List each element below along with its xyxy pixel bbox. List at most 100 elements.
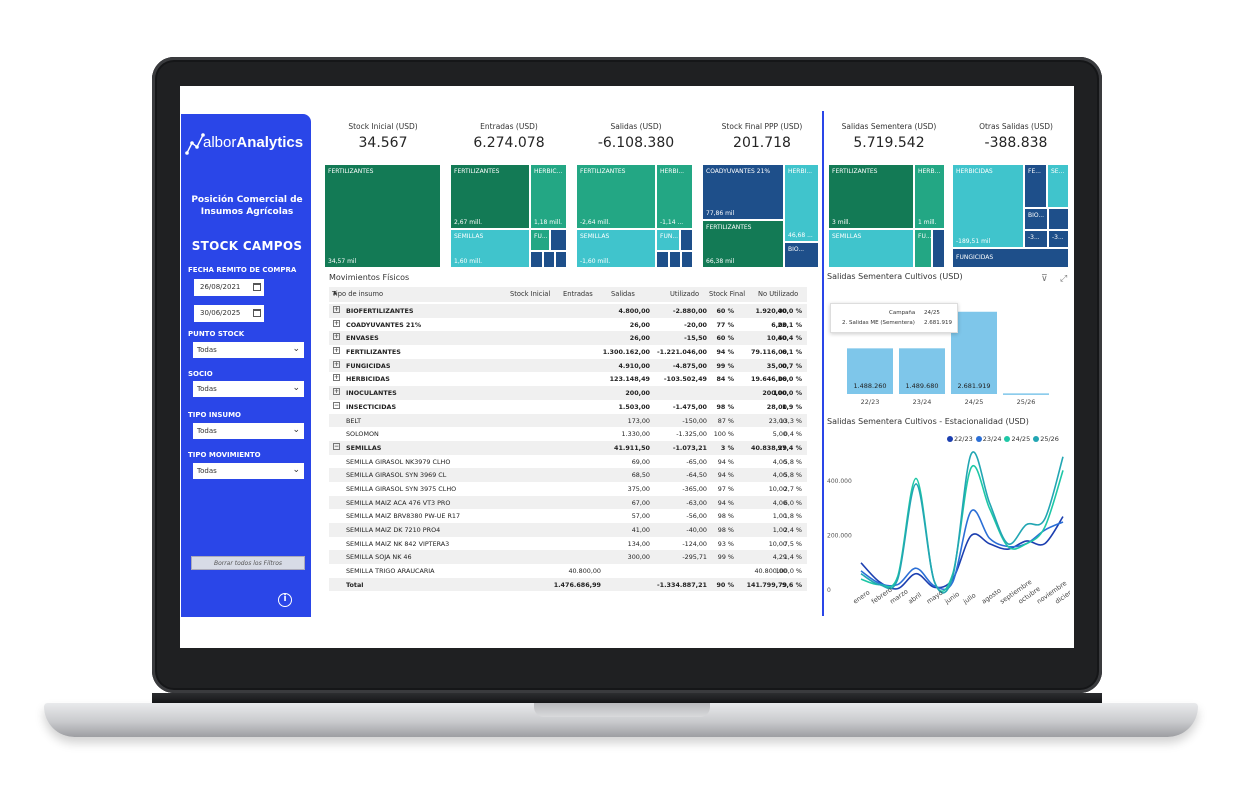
column-header[interactable]: Entradas xyxy=(563,290,593,298)
sort-ascending-icon[interactable]: ▲ xyxy=(333,290,337,296)
treemap-tile[interactable]: FERTILIZANTES -2,64 mill. xyxy=(576,164,656,229)
treemap-salidas-sementera[interactable]: FERTILIZANTES 3 mill. HERB... 1 mill. SEMI… xyxy=(828,164,945,268)
table-row[interactable]: SEMILLA TRIGO ARAUCARIA 40.800,00 40.800,0… xyxy=(329,564,807,578)
punto-stock-select[interactable]: Todas ⌄ xyxy=(193,342,304,358)
treemap-tile[interactable]: -3... xyxy=(1024,230,1048,248)
expand-icon[interactable]: + xyxy=(333,319,340,327)
series-line-25/26[interactable] xyxy=(860,451,1064,594)
expand-icon[interactable]: + xyxy=(333,374,340,382)
treemap-tile[interactable] xyxy=(669,251,681,268)
collapse-icon[interactable]: − xyxy=(333,401,340,409)
table-row[interactable]: SEMILLA MAIZ BRV8380 PW-UE R17 57,00 -56,0… xyxy=(329,509,807,523)
legend-label[interactable]: 25/26 xyxy=(1040,435,1059,443)
info-icon[interactable]: i xyxy=(278,593,292,607)
bar[interactable] xyxy=(1003,393,1049,395)
bar[interactable] xyxy=(951,311,997,394)
treemap-tile[interactable]: FU... xyxy=(530,229,550,251)
treemap-tile[interactable]: -3... xyxy=(1048,230,1069,248)
treemap-tile[interactable]: HERB... 1 mill. xyxy=(914,164,945,229)
column-header[interactable]: Salidas xyxy=(611,290,635,298)
expand-icon[interactable]: + xyxy=(333,388,340,396)
treemap-tile[interactable] xyxy=(555,251,567,268)
table-row[interactable]: + ENVASES 26,00 -15,50 60 % 10,50 40,4 % xyxy=(329,331,807,346)
treemap-tile[interactable]: FERTILIZANTES 66,38 mil xyxy=(702,220,784,268)
expand-icon[interactable]: + xyxy=(333,306,340,313)
treemap-tile[interactable] xyxy=(530,251,543,268)
tipo-insumo-select[interactable]: Todas ⌄ xyxy=(193,423,304,439)
table-row[interactable]: + HERBICIDAS 123.148,49 -103.502,49 84 % 19.6… xyxy=(329,372,807,386)
table-row[interactable]: Total 1.476.686,99 -1.334.887,21 90 % 141.79… xyxy=(329,577,807,592)
series-line-24/25[interactable] xyxy=(860,464,1064,593)
table-row[interactable]: + INOCULANTES 200,00 200,00 100,0 % xyxy=(329,386,807,400)
expand-icon[interactable]: + xyxy=(333,360,340,368)
treemap-tile[interactable]: FERTILIZANTES 34,57 mil xyxy=(324,164,441,268)
column-header[interactable]: Stock Inicial xyxy=(510,290,551,298)
table-row[interactable]: SEMILLA SOJA NK 46 300,00 -295,71 99 % 4,29 1… xyxy=(329,550,807,565)
table-row[interactable]: SEMILLA GIRASOL SYN 3975 CLHO 375,00 -365,… xyxy=(329,482,807,496)
treemap-tile[interactable]: SEMILLAS xyxy=(828,229,914,268)
legend-label[interactable]: 24/25 xyxy=(1011,435,1031,443)
treemap-tile[interactable]: HERBI... -1,14 ... xyxy=(656,164,693,229)
expand-icon[interactable]: + xyxy=(333,333,340,341)
date-to-field[interactable]: 30/06/2025 xyxy=(194,305,264,322)
treemap-tile[interactable] xyxy=(656,251,669,268)
table-row[interactable]: SOLOMON 1.330,00 -1.325,00 100 % 5,00 0,4 % xyxy=(329,427,807,441)
treemap-tile[interactable] xyxy=(680,229,693,251)
socio-select[interactable]: Todas ⌄ xyxy=(193,381,304,397)
treemap-tile[interactable]: FU... xyxy=(914,229,932,268)
treemap-tile[interactable] xyxy=(543,251,555,268)
table-row[interactable]: + BIOFERTILIZANTES 4.800,00 -2.880,00 60 % 1.… xyxy=(329,304,807,318)
table-row[interactable]: − INSECTICIDAS 1.503,00 -1.475,00 98 % 28,00 1… xyxy=(329,400,807,414)
bar-chart[interactable]: 1.488.260 22/23 1.489.680 23/24 2.681.919 24/… xyxy=(825,284,1070,409)
clear-filters-button[interactable]: Borrar todos los Filtros xyxy=(191,556,305,570)
treemap-tile[interactable] xyxy=(932,229,945,268)
calendar-icon[interactable] xyxy=(253,283,261,291)
treemap-tile[interactable]: FERTILIZANTES 2,67 mill. xyxy=(450,164,530,229)
treemap-stock-final[interactable]: COADYUVANTES 21% 77,86 mil HERBI... 46,68 … xyxy=(702,164,819,268)
table-row[interactable]: SEMILLA MAIZ DK 7210 PRO4 41,00 -40,00 98 %… xyxy=(329,523,807,537)
legend-label[interactable]: 22/23 xyxy=(954,435,973,443)
table-row[interactable]: BELT 173,00 -150,00 87 % 23,00 13,3 % xyxy=(329,413,807,428)
column-header[interactable]: Tipo de insumo xyxy=(332,290,384,298)
table-row[interactable]: SEMILLA GIRASOL NK3979 CLHO 69,00 -65,00 94… xyxy=(329,455,807,469)
treemap-tile[interactable] xyxy=(550,229,567,251)
table-row[interactable]: + FERTILIZANTES 1.300.162,00 -1.221.046,00 9… xyxy=(329,345,807,359)
treemap-tile[interactable] xyxy=(681,251,693,268)
treemap-stock-inicial[interactable]: FERTILIZANTES 34,57 mil xyxy=(324,164,441,268)
treemap-otras-salidas[interactable]: HERBICIDAS -189,51 mil FE... SE... BIO...… xyxy=(952,164,1069,268)
collapse-icon[interactable]: − xyxy=(333,442,340,450)
treemap-tile[interactable]: SE... xyxy=(1047,164,1069,208)
treemap-tile[interactable]: SEMILLAS 1,60 mill. xyxy=(450,229,530,268)
date-from-field[interactable]: 26/08/2021 xyxy=(194,279,264,296)
treemap-salidas[interactable]: FERTILIZANTES -2,64 mill. HERBI... -1,14 .… xyxy=(576,164,693,268)
column-header[interactable]: Stock Final xyxy=(709,290,746,298)
treemap-tile[interactable]: HERBIC... 1,18 mill. xyxy=(530,164,567,229)
treemap-tile[interactable] xyxy=(1048,208,1069,230)
treemap-tile[interactable]: FUN... xyxy=(656,229,680,251)
treemap-entradas[interactable]: FERTILIZANTES 2,67 mill. HERBIC... 1,18 mi… xyxy=(450,164,567,268)
expand-icon[interactable]: ⤢ xyxy=(1060,274,1068,284)
treemap-tile[interactable]: COADYUVANTES 21% 77,86 mil xyxy=(702,164,784,220)
treemap-tile[interactable]: HERBICIDAS -189,51 mil xyxy=(952,164,1024,248)
column-header[interactable]: Utilizado xyxy=(670,290,700,298)
table-row[interactable]: + COADYUVANTES 21% 26,00 -20,00 77 % 6,00 23,1… xyxy=(329,318,807,332)
expand-icon[interactable]: + xyxy=(333,347,340,355)
table-row[interactable]: SEMILLA MAIZ ACA 476 VT3 PRO 67,00 -63,00 9… xyxy=(329,495,807,510)
treemap-tile[interactable]: FERTILIZANTES 3 mill. xyxy=(828,164,914,229)
treemap-tile[interactable]: HERBI... 46,68 ... xyxy=(784,164,819,242)
table-row[interactable]: SEMILLA GIRASOL SYN 3969 CL 68,50 -64,50 94… xyxy=(329,468,807,482)
table-row[interactable]: − SEMILLAS 41.911,50 -1.073,21 3 % 40.838,29 9… xyxy=(329,440,807,455)
treemap-tile[interactable]: BIO... xyxy=(784,242,819,268)
column-header[interactable]: No Utilizado xyxy=(758,290,799,298)
treemap-tile[interactable]: FE... xyxy=(1024,164,1047,208)
table-row[interactable]: + FUNGICIDAS 4.910,00 -4.875,00 99 % 35,00 0,7… xyxy=(329,358,807,373)
bar[interactable] xyxy=(899,348,945,394)
legend-label[interactable]: 23/24 xyxy=(982,435,1002,443)
treemap-tile[interactable]: FUNGICIDAS xyxy=(952,248,1069,268)
tipo-movimiento-select[interactable]: Todas ⌄ xyxy=(193,463,304,479)
treemap-tile[interactable]: SEMILLAS -1,60 mill. xyxy=(576,229,656,268)
treemap-tile[interactable]: BIO... xyxy=(1024,208,1048,230)
table-row[interactable]: SEMILLA MAIZ NK 842 VIPTERA3 134,00 -124,0… xyxy=(329,537,807,551)
filter-icon[interactable]: ⊽ xyxy=(1041,274,1048,284)
